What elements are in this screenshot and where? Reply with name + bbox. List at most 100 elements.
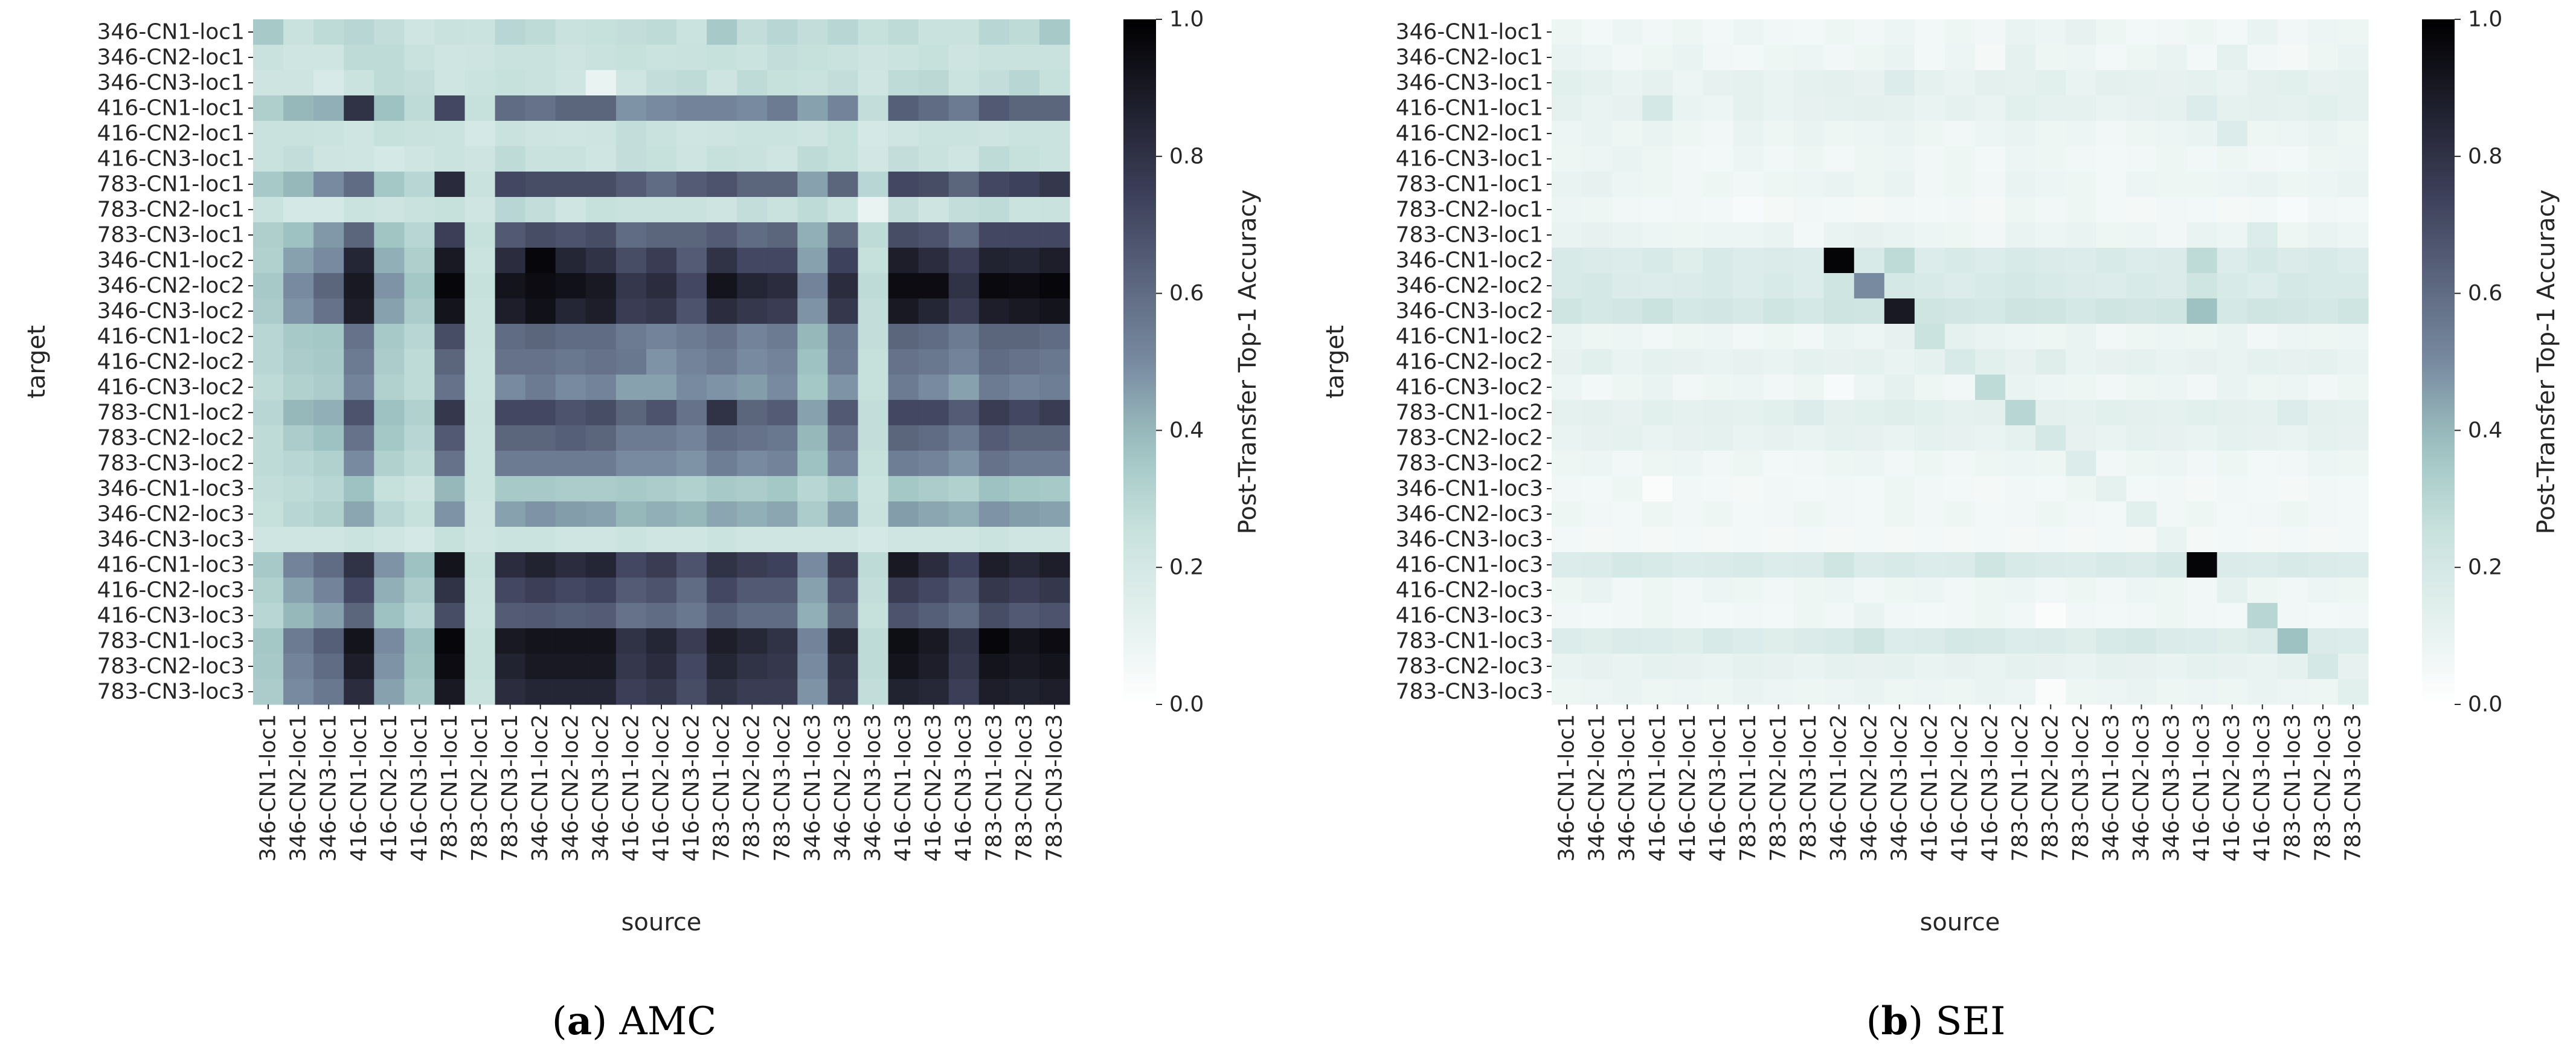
heatmap-cell bbox=[2247, 654, 2278, 680]
heatmap-cell bbox=[464, 197, 496, 223]
heatmap-cell bbox=[615, 425, 647, 451]
heatmap-cell bbox=[1793, 19, 1825, 45]
heatmap-cell bbox=[1009, 578, 1040, 604]
heatmap-cell bbox=[2156, 578, 2188, 604]
heatmap-cell bbox=[1823, 19, 1855, 45]
heatmap-cell bbox=[676, 19, 707, 45]
heatmap-cell bbox=[1884, 121, 1915, 147]
heatmap-cell bbox=[283, 349, 314, 375]
heatmap-cell bbox=[948, 222, 980, 248]
heatmap-cell bbox=[827, 121, 859, 147]
heatmap-cell bbox=[1582, 45, 1613, 71]
heatmap-cell bbox=[1944, 349, 1976, 375]
heatmap-cell bbox=[1733, 451, 1764, 477]
heatmap-cell bbox=[404, 197, 435, 223]
heatmap-cell bbox=[888, 451, 919, 477]
heatmap-cell bbox=[2247, 172, 2278, 198]
heatmap-cell bbox=[918, 527, 949, 553]
heatmap-cell bbox=[676, 324, 707, 350]
heatmap-cell bbox=[615, 222, 647, 248]
heatmap-cell bbox=[2035, 172, 2066, 198]
heatmap-cell bbox=[767, 628, 798, 654]
heatmap-cell bbox=[676, 628, 707, 654]
heatmap-cell bbox=[344, 121, 374, 147]
heatmap-cell bbox=[615, 578, 647, 604]
heatmap-cell bbox=[767, 603, 798, 629]
y-tick-label: 783-CN2-loc2 bbox=[1396, 426, 1543, 451]
heatmap-cell bbox=[1733, 324, 1764, 350]
heatmap-cell bbox=[1793, 375, 1825, 401]
heatmap-cell bbox=[1039, 654, 1070, 680]
heatmap-cell bbox=[2126, 349, 2157, 375]
x-axis-title: source bbox=[622, 909, 702, 936]
heatmap-cell bbox=[978, 603, 1010, 629]
heatmap-cell bbox=[827, 222, 859, 248]
heatmap-cell bbox=[283, 298, 314, 324]
heatmap-cell bbox=[2066, 375, 2096, 401]
heatmap-cell bbox=[2156, 501, 2188, 527]
heatmap-cell bbox=[1944, 146, 1976, 172]
heatmap-cell bbox=[313, 654, 344, 680]
y-tick-label: 346-CN3-loc1 bbox=[1396, 71, 1543, 95]
heatmap-cell bbox=[707, 273, 737, 299]
x-tick-label: 783-CN3-loc3 bbox=[1042, 714, 1067, 861]
heatmap-cell bbox=[1552, 425, 1582, 451]
heatmap-cell bbox=[888, 679, 919, 705]
heatmap-cell bbox=[1733, 273, 1764, 299]
heatmap-cell bbox=[2277, 19, 2308, 45]
heatmap-cell bbox=[797, 578, 828, 604]
heatmap-cell bbox=[374, 552, 405, 578]
heatmap-cell bbox=[737, 654, 768, 680]
heatmap-cell bbox=[2126, 603, 2157, 629]
heatmap-cell bbox=[283, 552, 314, 578]
heatmap-cell bbox=[253, 578, 284, 604]
heatmap-cell bbox=[495, 45, 526, 71]
heatmap-cell bbox=[1884, 298, 1915, 324]
heatmap-cell bbox=[2005, 298, 2036, 324]
heatmap-cell bbox=[2186, 552, 2218, 578]
y-tick-label: 416-CN1-loc1 bbox=[1396, 96, 1543, 121]
heatmap-cell bbox=[827, 197, 859, 223]
heatmap-cell bbox=[615, 501, 647, 527]
heatmap-cell bbox=[767, 298, 798, 324]
heatmap-cell bbox=[495, 603, 526, 629]
heatmap-cell bbox=[2066, 222, 2096, 248]
heatmap-cell bbox=[283, 476, 314, 502]
heatmap-cell bbox=[1039, 273, 1070, 299]
heatmap-cell bbox=[1552, 197, 1582, 223]
heatmap-cell bbox=[313, 197, 344, 223]
x-tick-label: 783-CN1-loc3 bbox=[2280, 714, 2305, 861]
heatmap-cell bbox=[2337, 603, 2369, 629]
heatmap-cell bbox=[918, 679, 949, 705]
heatmap-cell bbox=[1582, 324, 1613, 350]
heatmap-cell bbox=[1854, 273, 1885, 299]
heatmap-cell bbox=[918, 298, 949, 324]
heatmap-cell bbox=[948, 451, 980, 477]
heatmap-cell bbox=[1763, 552, 1794, 578]
heatmap-cell bbox=[2005, 349, 2036, 375]
heatmap-cell bbox=[2247, 248, 2278, 274]
heatmap-cell bbox=[1582, 172, 1613, 198]
heatmap-cell bbox=[1039, 146, 1070, 172]
heatmap-cell bbox=[555, 578, 586, 604]
heatmap-cell bbox=[1854, 476, 1885, 502]
heatmap-cell bbox=[2096, 349, 2127, 375]
x-tick-label: 416-CN1-loc1 bbox=[1645, 714, 1670, 861]
heatmap-cell bbox=[1009, 679, 1040, 705]
heatmap-cell bbox=[2307, 172, 2339, 198]
heatmap-cell bbox=[2156, 248, 2188, 274]
heatmap-cell bbox=[525, 501, 556, 527]
heatmap-cell bbox=[1733, 603, 1764, 629]
heatmap-cell bbox=[676, 45, 707, 71]
heatmap-cell bbox=[1914, 603, 1945, 629]
heatmap-cell bbox=[918, 19, 949, 45]
heatmap-cell bbox=[2186, 19, 2218, 45]
heatmap-cell bbox=[1672, 425, 1703, 451]
heatmap-cell bbox=[1884, 349, 1915, 375]
heatmap-cell bbox=[646, 578, 677, 604]
heatmap-cell bbox=[313, 375, 344, 401]
heatmap-cell bbox=[1552, 603, 1582, 629]
heatmap-cell bbox=[404, 501, 435, 527]
heatmap-cell bbox=[797, 527, 828, 553]
heatmap-cell bbox=[1763, 679, 1794, 705]
